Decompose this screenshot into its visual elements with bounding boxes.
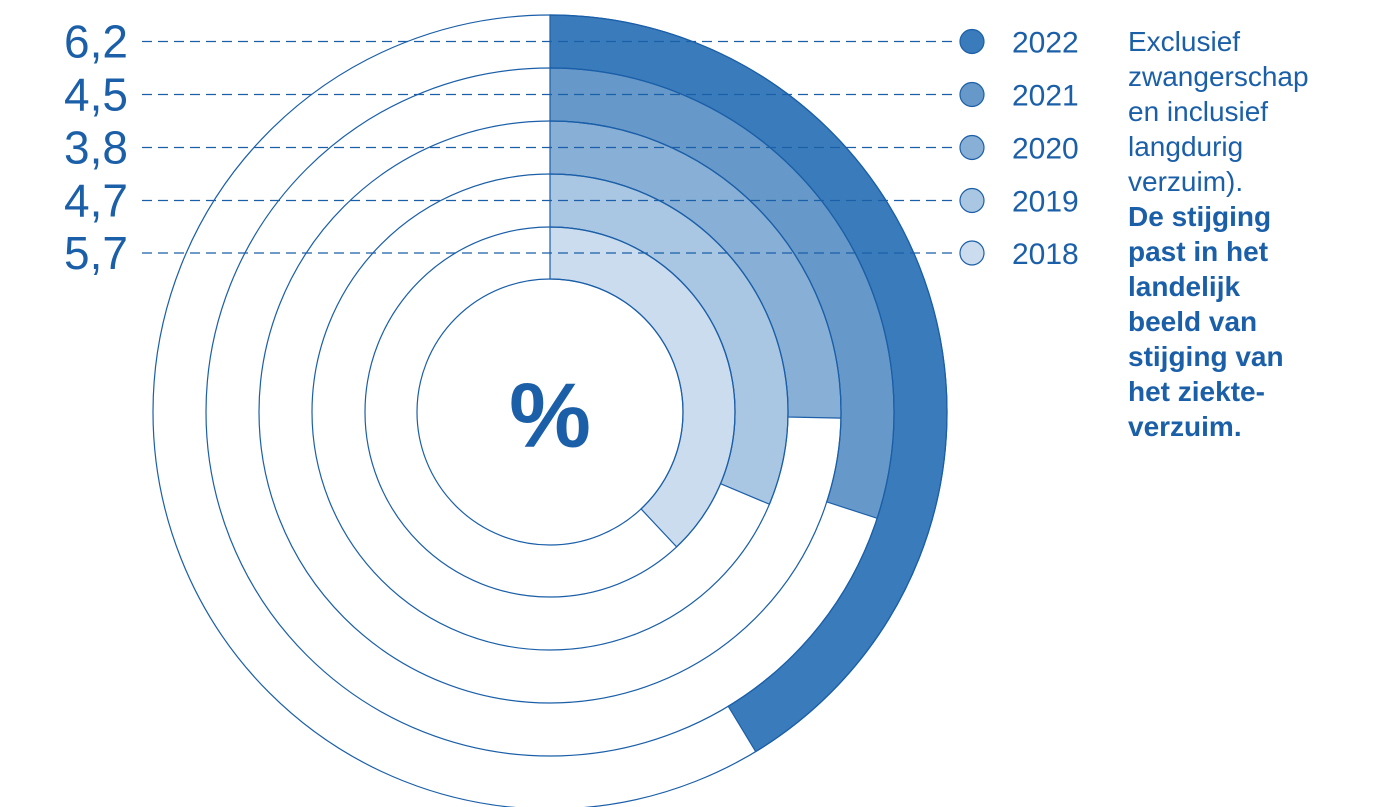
ring-circle-5 — [364, 226, 736, 598]
side-note-text: Exclusief zwangerschap en inclusief lang… — [1128, 26, 1309, 197]
legend-dot-2022 — [959, 28, 985, 55]
value-label-2018: 5,7 — [64, 227, 128, 279]
legend-dot-2020 — [959, 134, 985, 161]
legend-label-2018: 2018 — [1012, 238, 1079, 271]
chart-rings — [152, 14, 948, 807]
legend-dot-2021 — [959, 81, 985, 108]
value-label-2022: 6,2 — [64, 16, 128, 68]
ring-circle-2 — [205, 67, 895, 757]
center-percent-label: % — [509, 365, 591, 467]
legend-label-2020: 2020 — [1012, 133, 1079, 166]
value-label-2020: 3,8 — [64, 122, 128, 174]
legend-dot-2019 — [959, 187, 985, 214]
chart-value-labels: 6,24,53,84,75,7 — [64, 16, 128, 280]
ring-circle-6 — [416, 278, 684, 546]
value-label-2019: 4,7 — [64, 175, 128, 227]
legend-dot-2018 — [959, 240, 985, 266]
ring-circle-1 — [152, 14, 948, 807]
chart-guide-lines — [142, 40, 956, 254]
chart-legend: 2022 2021 2020 2019 2018 — [959, 27, 1079, 271]
chart-segments — [549, 14, 948, 753]
side-note-highlight: De stijging past in het landelijk beeld … — [1128, 201, 1284, 442]
ring-circle-3 — [258, 120, 842, 704]
value-label-2021: 4,5 — [64, 69, 128, 121]
legend-label-2019: 2019 — [1012, 186, 1079, 219]
ring-circle-4 — [311, 173, 789, 651]
side-note: Exclusief zwangerschap en inclusief lang… — [1128, 24, 1358, 444]
legend-label-2022: 2022 — [1012, 27, 1079, 60]
legend-label-2021: 2021 — [1012, 80, 1079, 113]
